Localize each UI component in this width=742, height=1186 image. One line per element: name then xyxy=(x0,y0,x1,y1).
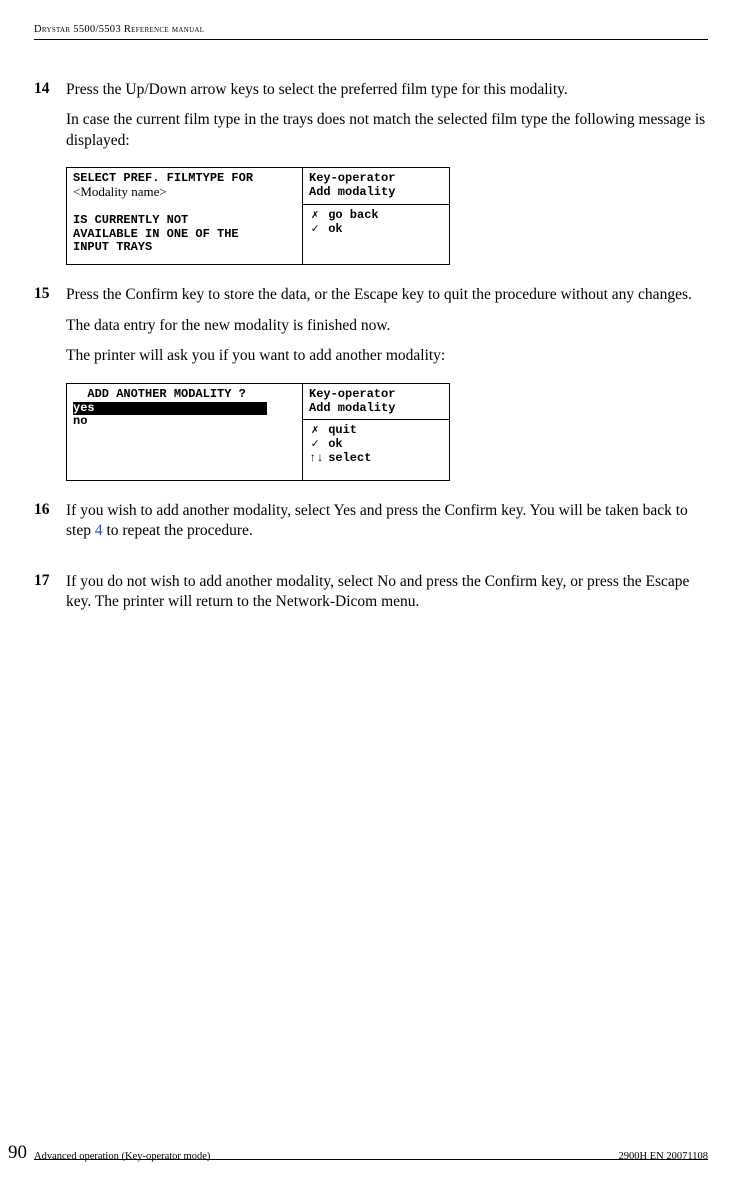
step-14: 14 Press the Up/Down arrow keys to selec… xyxy=(34,80,708,265)
step-number: 15 xyxy=(34,285,66,303)
running-head-text: Drystar 5500/5503 Reference manual xyxy=(34,24,204,35)
lcd-right-pane: Key-operator Add modality ✗ quit✓ ok↑↓ s… xyxy=(303,384,449,480)
step-number: 16 xyxy=(34,501,66,519)
step-15: 15 Press the Confirm key to store the da… xyxy=(34,285,708,480)
step-text: If you wish to add another modality, sel… xyxy=(66,501,708,542)
step-number: 17 xyxy=(34,572,66,590)
footer-left: Advanced operation (Key-operator mode) xyxy=(34,1151,210,1162)
lcd-right-options: ✗ go back✓ ok xyxy=(303,205,449,264)
step-text: In case the current film type in the tra… xyxy=(66,110,708,151)
lcd-right-title-text: Key-operator Add modality xyxy=(309,388,443,416)
step-17: 17 If you do not wish to add another mod… xyxy=(34,572,708,623)
page: Drystar 5500/5503 Reference manual 14 Pr… xyxy=(0,0,742,1186)
step-16: 16 If you wish to add another modality, … xyxy=(34,501,708,552)
lcd-right-options: ✗ quit✓ ok↑↓ select xyxy=(303,420,449,479)
lcd-option: ✗ go back xyxy=(309,209,443,223)
lcd-right-title-text: Key-operator Add modality xyxy=(309,172,443,200)
step-text: Press the Confirm key to store the data,… xyxy=(66,285,708,305)
lcd-option: ✓ ok xyxy=(309,438,443,452)
step-text: Press the Up/Down arrow keys to select t… xyxy=(66,80,708,100)
lcd-left-pane: ADD ANOTHER MODALITY ? yes no xyxy=(67,384,303,480)
lcd-right-title: Key-operator Add modality xyxy=(303,168,449,205)
step-text: If you do not wish to add another modali… xyxy=(66,572,708,613)
footer: Advanced operation (Key-operator mode) 2… xyxy=(34,1159,708,1162)
step-text: The printer will ask you if you want to … xyxy=(66,346,708,366)
running-head: Drystar 5500/5503 Reference manual xyxy=(34,24,708,40)
lcd-screen-filmtype: SELECT PREF. FILMTYPE FOR IS CURRENTLY N… xyxy=(66,167,450,265)
step-number: 14 xyxy=(34,80,66,98)
lcd-screen-add-another: ADD ANOTHER MODALITY ? yes no Key-operat… xyxy=(66,383,450,481)
lcd-right-pane: Key-operator Add modality ✗ go back✓ ok xyxy=(303,168,449,264)
step-text: The data entry for the new modality is f… xyxy=(66,316,708,336)
lcd-left-pane: SELECT PREF. FILMTYPE FOR IS CURRENTLY N… xyxy=(67,168,303,264)
lcd-overlay-modality: <Modality name> xyxy=(73,185,167,200)
lcd-right-title: Key-operator Add modality xyxy=(303,384,449,421)
content-area: 14 Press the Up/Down arrow keys to selec… xyxy=(34,80,708,643)
lcd-option: ✓ ok xyxy=(309,223,443,237)
lcd-option: ↑↓ select xyxy=(309,452,443,466)
lcd-left-text: ADD ANOTHER MODALITY ? yes no xyxy=(73,388,296,429)
footer-right: 2900H EN 20071108 xyxy=(619,1151,708,1162)
page-number: 90 xyxy=(8,1142,27,1164)
lcd-option: ✗ quit xyxy=(309,424,443,438)
